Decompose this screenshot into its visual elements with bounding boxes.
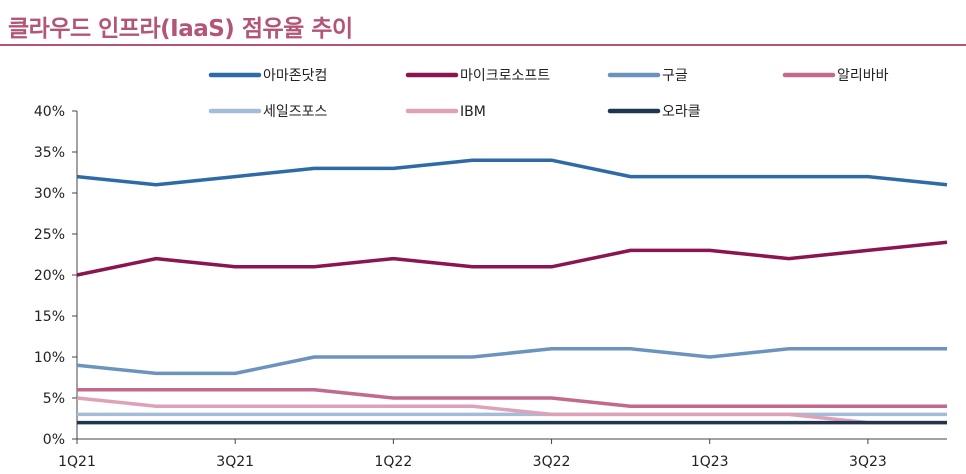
chart-title: 클라우드 인프라(IaaS) 점유율 추이 bbox=[8, 16, 353, 42]
series-line-0 bbox=[76, 158, 948, 187]
y-tick-label: 0% bbox=[43, 432, 65, 448]
series-line-5 bbox=[76, 396, 947, 425]
y-tick-label: 15% bbox=[34, 309, 65, 325]
title-divider bbox=[0, 44, 966, 46]
x-tick-label: 3Q21 bbox=[216, 454, 254, 470]
legend-label: 마이크로소프트 bbox=[460, 68, 550, 84]
legend-label: 구글 bbox=[662, 68, 688, 84]
x-tick-label: 3Q23 bbox=[849, 454, 887, 470]
legend-label: 세일즈포스 bbox=[263, 104, 328, 120]
legend-label: 알리바바 bbox=[837, 68, 889, 84]
y-tick-label: 30% bbox=[34, 186, 65, 202]
x-tick-label: 1Q22 bbox=[374, 454, 412, 470]
series-line-1 bbox=[76, 240, 948, 277]
x-tick-label: 1Q23 bbox=[691, 454, 729, 470]
y-tick-label: 40% bbox=[34, 104, 65, 120]
legend-label: IBM bbox=[460, 104, 486, 120]
x-tick-label: 1Q21 bbox=[58, 454, 96, 470]
legend-label: 아마존닷컴 bbox=[263, 68, 327, 84]
series-line-3 bbox=[77, 388, 947, 408]
y-tick-label: 20% bbox=[34, 268, 65, 284]
x-tick-label: 3Q22 bbox=[533, 454, 571, 470]
y-tick-label: 10% bbox=[34, 350, 65, 366]
y-tick-label: 35% bbox=[34, 145, 65, 161]
legend-label: 오라클 bbox=[662, 104, 701, 120]
y-tick-label: 25% bbox=[34, 227, 65, 243]
series-line-2 bbox=[76, 347, 947, 376]
y-tick-label: 5% bbox=[43, 391, 65, 407]
